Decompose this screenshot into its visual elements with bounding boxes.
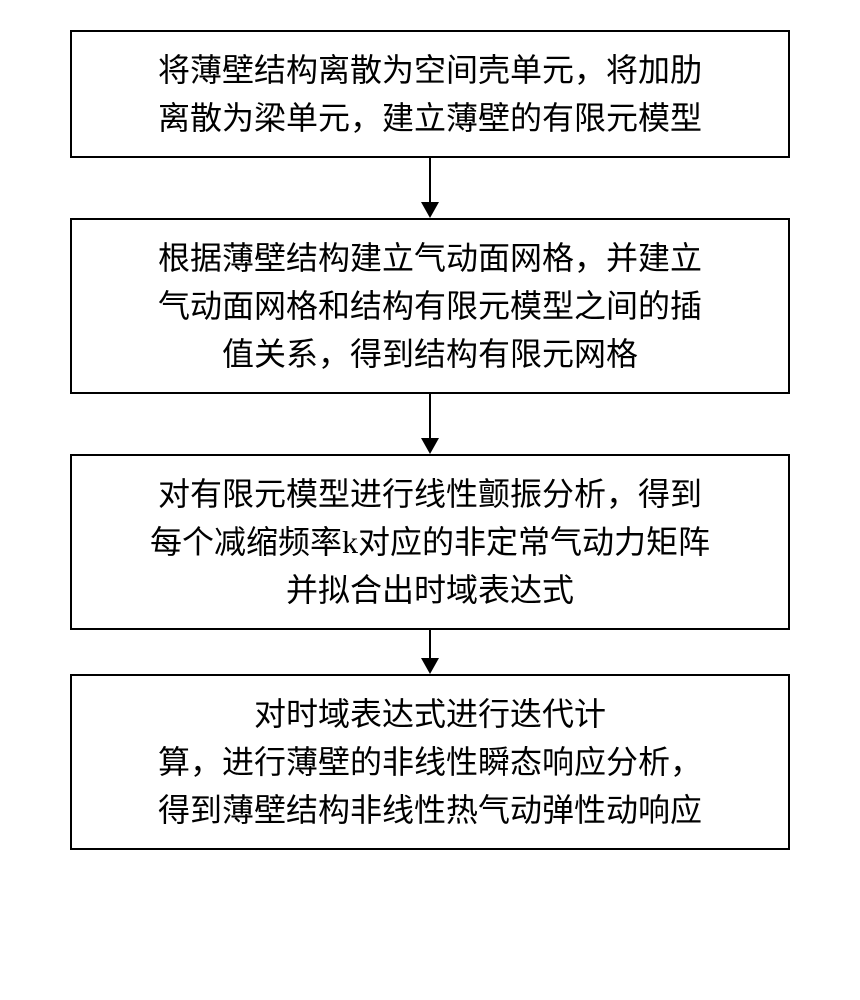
flow-step-2-text: 根据薄壁结构建立气动面网格，并建立 气动面网格和结构有限元模型之间的插 值关系，… [92,234,768,378]
arrow-2 [421,394,439,454]
arrow-2-head [421,438,439,454]
flow-step-1: 将薄壁结构离散为空间壳单元，将加肋 离散为梁单元，建立薄壁的有限元模型 [70,30,790,158]
arrow-3-head [421,658,439,674]
flow-step-4-text: 对时域表达式进行迭代计 算，进行薄壁的非线性瞬态响应分析， 得到薄壁结构非线性热… [92,690,768,834]
arrow-3 [421,630,439,674]
arrow-3-line [429,630,431,658]
arrow-1-line [429,158,431,202]
flow-step-3-text: 对有限元模型进行线性颤振分析，得到 每个减缩频率k对应的非定常气动力矩阵 并拟合… [92,470,768,614]
flow-step-4: 对时域表达式进行迭代计 算，进行薄壁的非线性瞬态响应分析， 得到薄壁结构非线性热… [70,674,790,850]
arrow-1 [421,158,439,218]
arrow-2-line [429,394,431,438]
flow-step-3: 对有限元模型进行线性颤振分析，得到 每个减缩频率k对应的非定常气动力矩阵 并拟合… [70,454,790,630]
flow-step-1-text: 将薄壁结构离散为空间壳单元，将加肋 离散为梁单元，建立薄壁的有限元模型 [92,46,768,142]
arrow-1-head [421,202,439,218]
flow-step-2: 根据薄壁结构建立气动面网格，并建立 气动面网格和结构有限元模型之间的插 值关系，… [70,218,790,394]
